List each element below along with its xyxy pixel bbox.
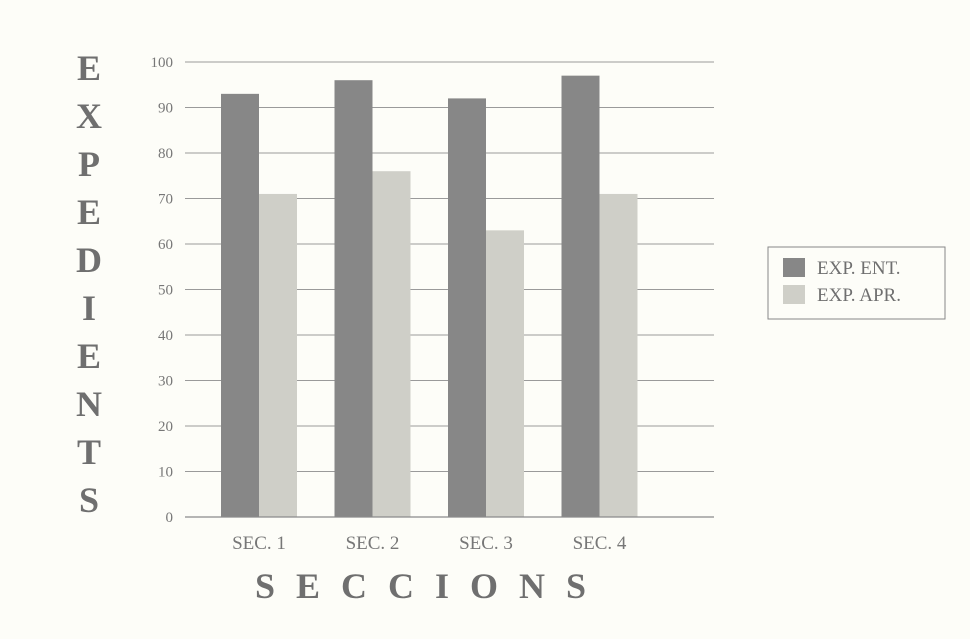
legend: EXP. ENT. EXP. APR. <box>767 246 946 320</box>
y-tick-label: 0 <box>166 510 174 526</box>
bar-exp-apr <box>599 193 638 517</box>
y-axis-label-letter: S <box>79 480 99 520</box>
y-axis-label-letter: D <box>76 240 102 280</box>
y-tick-label: 20 <box>158 419 173 435</box>
legend-swatch <box>783 285 805 304</box>
x-tick-label: SEC. 2 <box>346 533 400 554</box>
y-axis-label-letter: X <box>76 96 102 136</box>
y-axis-label-letter: T <box>77 432 101 472</box>
bar-exp-ent <box>221 93 259 517</box>
y-tick-labels: 0 10 20 30 40 50 60 70 80 90 100 <box>151 55 174 526</box>
legend-label: EXP. APR. <box>817 285 901 306</box>
y-axis-label-letter: N <box>76 384 102 424</box>
bars <box>221 75 638 518</box>
y-axis-label-letter: E <box>77 48 101 88</box>
bar-exp-ent <box>561 75 600 518</box>
y-axis-label-letter: I <box>82 288 96 328</box>
legend-label: EXP. ENT. <box>817 258 901 279</box>
bar-exp-apr <box>372 171 411 517</box>
bar-exp-apr <box>259 193 297 517</box>
y-tick-label: 70 <box>158 192 173 208</box>
y-tick-label: 80 <box>158 146 173 162</box>
y-tick-label: 10 <box>158 465 173 481</box>
x-tick-label: SEC. 4 <box>573 533 627 554</box>
bar-exp-ent <box>334 80 373 517</box>
x-tick-labels: SEC. 1 SEC. 2 SEC. 3 SEC. 4 <box>232 533 627 554</box>
x-tick-label: SEC. 3 <box>459 533 513 554</box>
legend-swatch <box>783 258 805 277</box>
y-tick-label: 50 <box>158 283 173 299</box>
y-tick-label: 60 <box>158 237 173 253</box>
y-tick-label: 30 <box>158 374 173 390</box>
bar-exp-apr <box>486 230 524 517</box>
y-axis-label-letter: E <box>77 336 101 376</box>
y-axis-label-letter: E <box>77 192 101 232</box>
bar-exp-ent <box>448 98 486 518</box>
y-tick-label: 100 <box>151 55 174 71</box>
y-tick-label: 90 <box>158 101 173 117</box>
x-axis-label: SECCIONS <box>255 566 607 606</box>
y-tick-label: 40 <box>158 328 173 344</box>
legend-box <box>767 246 946 320</box>
y-axis-label-letter: P <box>78 144 100 184</box>
x-tick-label: SEC. 1 <box>232 533 286 554</box>
